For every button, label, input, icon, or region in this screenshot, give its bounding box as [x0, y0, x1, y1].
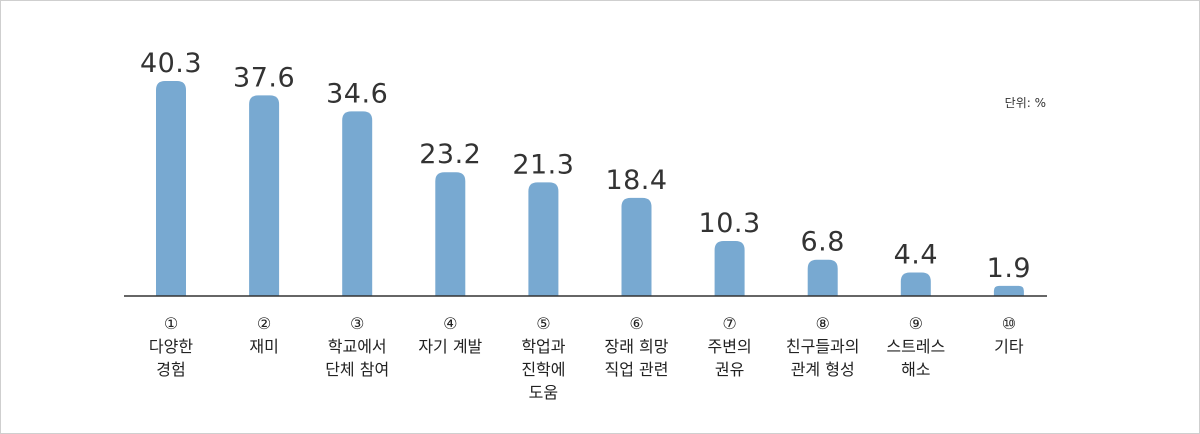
category-number-5: ⑤ — [536, 314, 550, 333]
category-number-9: ⑨ — [909, 314, 923, 333]
value-label-3: 34.6 — [326, 78, 388, 109]
category-label-6-line-1: 장래 희망 — [605, 337, 669, 356]
value-label-1: 40.3 — [140, 48, 202, 79]
bars-group — [156, 81, 1024, 297]
value-label-6: 18.4 — [605, 165, 667, 196]
category-label-2-line-1: 재미 — [249, 337, 278, 356]
category-number-3: ③ — [350, 314, 364, 333]
category-label-9-line-1: 스트레스 — [886, 337, 945, 356]
value-label-8: 6.8 — [800, 227, 844, 258]
bar-1 — [156, 81, 186, 296]
category-label-8-line-1: 친구들과의 — [786, 337, 860, 356]
unit-label: 단위: % — [1005, 96, 1046, 110]
category-number-2: ② — [257, 314, 271, 333]
bar-5 — [528, 182, 559, 296]
bar-10 — [993, 285, 1024, 296]
category-label-5-line-2: 진학에 — [521, 360, 565, 379]
category-number-1: ① — [164, 314, 178, 333]
category-label-8-line-2: 관계 형성 — [791, 360, 855, 379]
category-label-3-line-1: 학교에서 — [328, 337, 387, 356]
bar-8 — [807, 259, 838, 296]
bar-9 — [900, 272, 931, 296]
category-label-5-line-3: 도움 — [529, 383, 558, 402]
bar-6 — [621, 197, 652, 296]
value-label-2: 37.6 — [233, 62, 295, 93]
category-label-6-line-2: 직업 관련 — [605, 360, 669, 379]
value-label-4: 23.2 — [419, 139, 481, 170]
category-number-10: ⑩ — [1002, 314, 1016, 333]
value-label-10: 1.9 — [987, 253, 1031, 284]
category-label-4-line-1: 자기 계발 — [418, 337, 482, 356]
category-label-7-line-2: 권유 — [715, 360, 744, 379]
category-label-10-line-1: 기타 — [994, 337, 1024, 356]
value-label-9: 4.4 — [894, 240, 938, 271]
bar-7 — [714, 241, 745, 296]
bar-2 — [249, 95, 280, 296]
bar-3 — [342, 111, 373, 297]
value-label-7: 10.3 — [699, 208, 761, 239]
category-label-1-line-1: 다양한 — [149, 337, 193, 356]
category-label-1-line-2: 경험 — [156, 360, 185, 379]
value-labels-group: 40.3 37.6 34.6 23.2 21.3 18.4 10.3 6.8 4.4 1.9 — [140, 48, 1031, 284]
category-number-4: ④ — [443, 314, 457, 333]
bar-4 — [435, 172, 466, 296]
category-number-6: ⑥ — [629, 314, 643, 333]
category-label-5-line-1: 학업과 — [521, 337, 565, 356]
category-label-9-line-2: 해소 — [901, 360, 930, 379]
category-label-3-line-2: 단체 참여 — [325, 360, 389, 379]
category-label-7-line-1: 주변의 — [708, 337, 752, 356]
category-number-8: ⑧ — [816, 314, 830, 333]
value-label-5: 21.3 — [512, 149, 574, 180]
category-number-7: ⑦ — [722, 314, 736, 333]
